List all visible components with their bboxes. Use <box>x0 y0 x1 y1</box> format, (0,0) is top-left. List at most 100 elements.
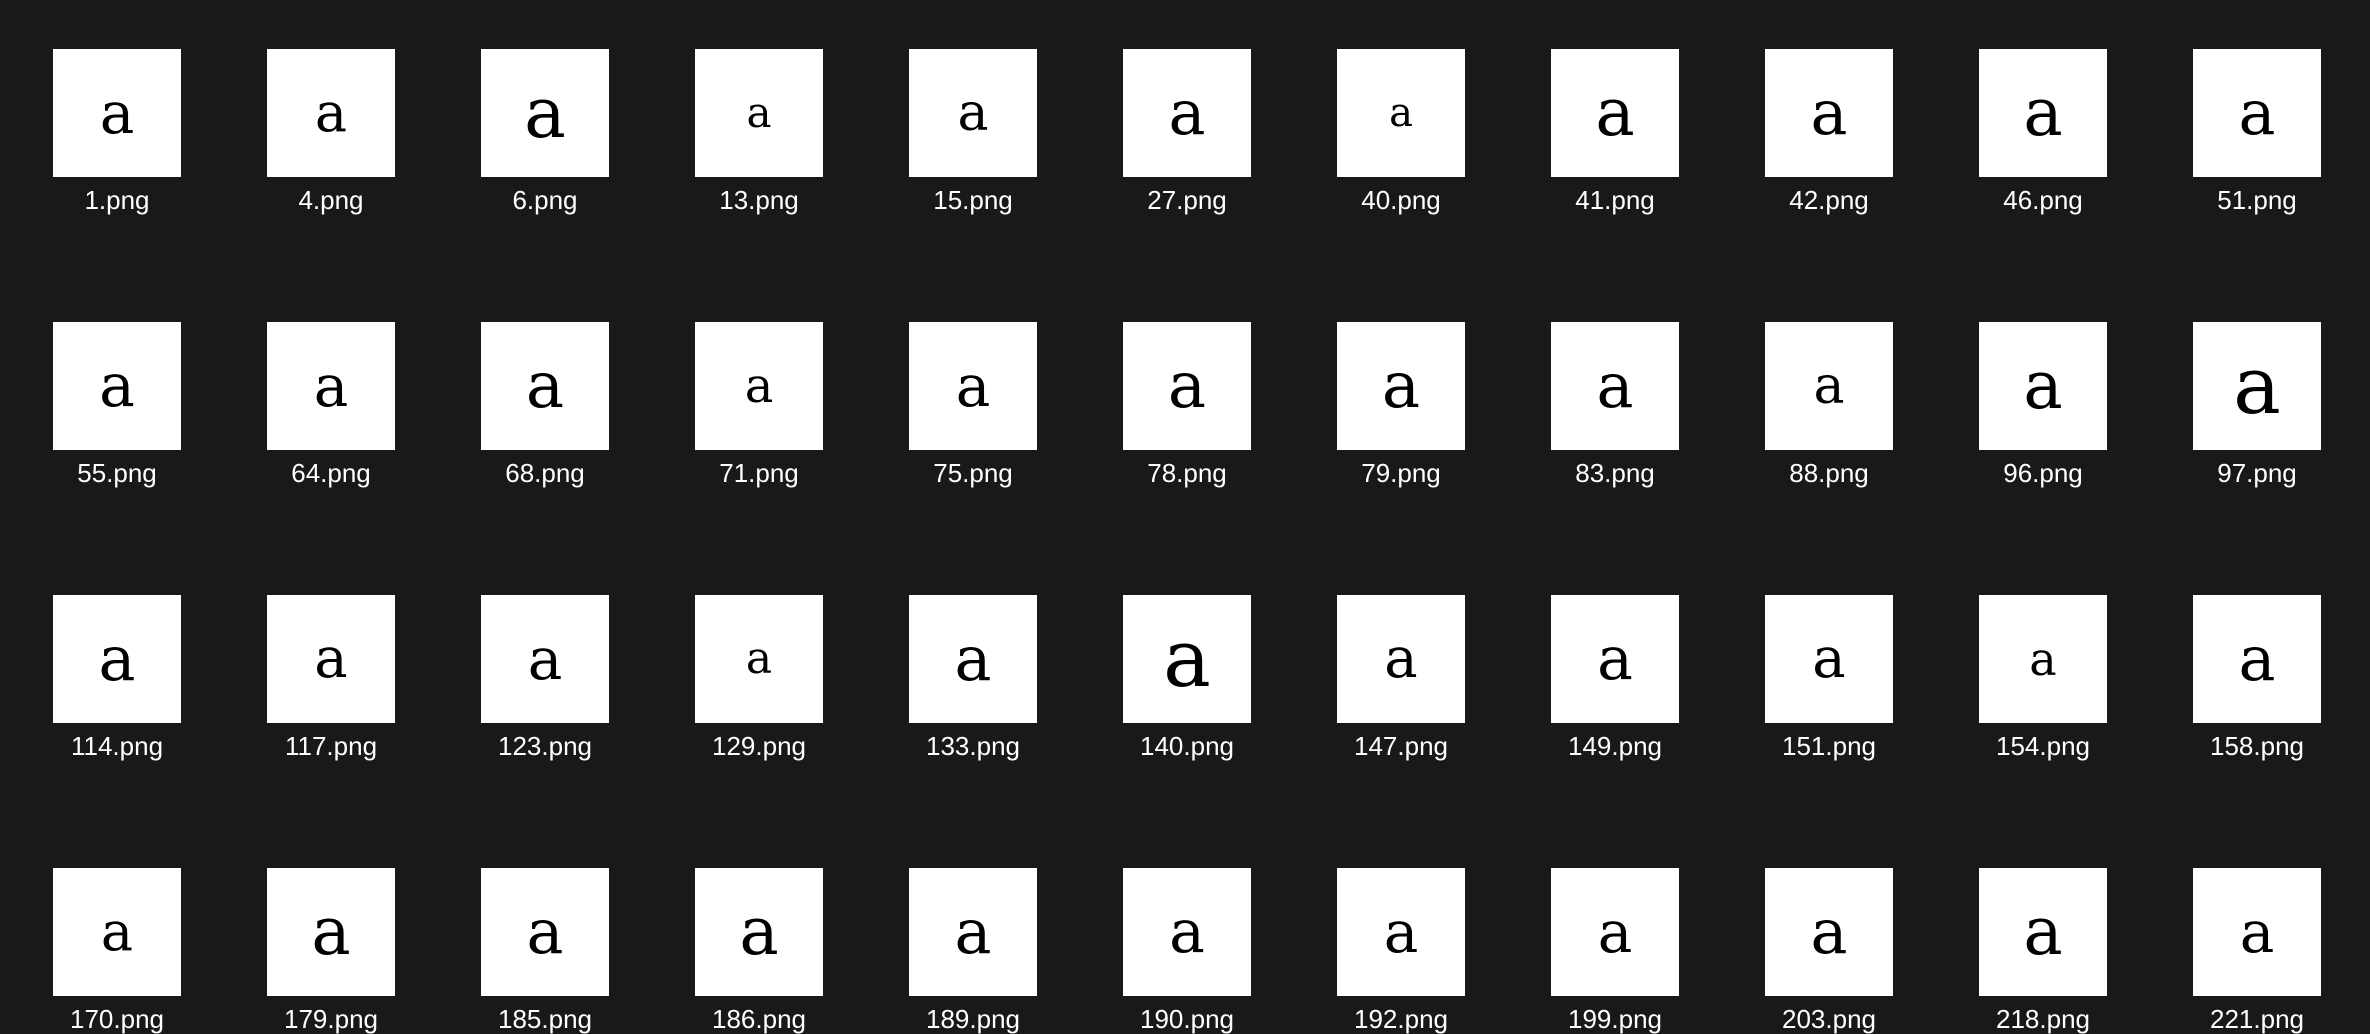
file-item[interactable]: a 154.png <box>1979 595 2107 761</box>
file-name-label: 158.png <box>2210 731 2304 761</box>
file-thumbnail[interactable]: a <box>1765 595 1893 723</box>
file-item[interactable]: a 75.png <box>909 322 1037 488</box>
file-thumbnail[interactable]: a <box>1551 868 1679 996</box>
file-thumbnail[interactable]: a <box>267 322 395 450</box>
file-item[interactable]: a 64.png <box>267 322 395 488</box>
file-item[interactable]: a 147.png <box>1337 595 1465 761</box>
file-item[interactable]: a 179.png <box>267 868 395 1034</box>
file-thumbnail[interactable]: a <box>909 49 1037 177</box>
file-thumbnail[interactable]: a <box>481 595 609 723</box>
file-item[interactable]: a 221.png <box>2193 868 2321 1034</box>
file-thumbnail[interactable]: a <box>909 868 1037 996</box>
file-thumbnail[interactable]: a <box>695 322 823 450</box>
file-thumbnail[interactable]: a <box>1123 322 1251 450</box>
file-thumbnail[interactable]: a <box>1551 322 1679 450</box>
file-item[interactable]: a 158.png <box>2193 595 2321 761</box>
file-item[interactable]: a 186.png <box>695 868 823 1034</box>
file-thumbnail[interactable]: a <box>481 49 609 177</box>
file-item[interactable]: a 190.png <box>1123 868 1251 1034</box>
file-thumbnail[interactable]: a <box>695 49 823 177</box>
file-thumbnail[interactable]: a <box>1765 322 1893 450</box>
file-name-label: 15.png <box>933 185 1013 215</box>
file-item[interactable]: a 203.png <box>1765 868 1893 1034</box>
file-thumbnail[interactable]: a <box>909 322 1037 450</box>
handwritten-letter-image: a <box>954 895 992 968</box>
file-thumbnail[interactable]: a <box>53 322 181 450</box>
file-name-label: 117.png <box>284 731 378 761</box>
file-thumbnail[interactable]: a <box>695 595 823 723</box>
file-thumbnail[interactable]: a <box>481 322 609 450</box>
file-thumbnail[interactable]: a <box>1551 595 1679 723</box>
file-item[interactable]: a 6.png <box>481 49 609 215</box>
file-item[interactable]: a 199.png <box>1551 868 1679 1034</box>
file-item[interactable]: a 96.png <box>1979 322 2107 488</box>
file-item[interactable]: a 40.png <box>1337 49 1465 215</box>
file-item[interactable]: a 4.png <box>267 49 395 215</box>
file-thumbnail[interactable]: a <box>267 49 395 177</box>
file-thumbnail[interactable]: a <box>1337 322 1465 450</box>
file-item[interactable]: a 71.png <box>695 322 823 488</box>
file-thumbnail[interactable]: a <box>1337 868 1465 996</box>
handwritten-letter-image: a <box>2239 898 2275 966</box>
file-item[interactable]: a 83.png <box>1551 322 1679 488</box>
file-thumbnail[interactable]: a <box>2193 49 2321 177</box>
file-thumbnail[interactable]: a <box>1765 868 1893 996</box>
file-item[interactable]: a 55.png <box>53 322 181 488</box>
file-item[interactable]: a 185.png <box>481 868 609 1034</box>
file-thumbnail[interactable]: a <box>53 868 181 996</box>
file-item[interactable]: a 189.png <box>909 868 1037 1034</box>
file-item[interactable]: a 170.png <box>53 868 181 1034</box>
file-thumbnail[interactable]: a <box>2193 322 2321 450</box>
file-name-label: 46.png <box>2003 185 2083 215</box>
file-item[interactable]: a 133.png <box>909 595 1037 761</box>
file-item[interactable]: a 88.png <box>1765 322 1893 488</box>
file-thumbnail[interactable]: a <box>267 595 395 723</box>
file-item[interactable]: a 13.png <box>695 49 823 215</box>
file-thumbnail[interactable]: a <box>53 595 181 723</box>
file-item[interactable]: a 123.png <box>481 595 609 761</box>
handwritten-letter-image: a <box>2029 632 2057 686</box>
file-item[interactable]: a 41.png <box>1551 49 1679 215</box>
file-thumbnail[interactable]: a <box>1765 49 1893 177</box>
file-item[interactable]: a 140.png <box>1123 595 1251 761</box>
file-thumbnail[interactable]: a <box>695 868 823 996</box>
file-thumbnail[interactable]: a <box>1979 322 2107 450</box>
file-name-label: 140.png <box>1140 731 1234 761</box>
file-thumbnail[interactable]: a <box>1337 49 1465 177</box>
file-item[interactable]: a 218.png <box>1979 868 2107 1034</box>
file-thumbnail[interactable]: a <box>2193 595 2321 723</box>
file-item[interactable]: a 1.png <box>53 49 181 215</box>
file-thumbnail[interactable]: a <box>1979 49 2107 177</box>
file-item[interactable]: a 79.png <box>1337 322 1465 488</box>
file-name-label: 51.png <box>2217 185 2297 215</box>
file-thumbnail[interactable]: a <box>1123 868 1251 996</box>
file-item[interactable]: a 117.png <box>267 595 395 761</box>
file-thumbnail[interactable]: a <box>1123 595 1251 723</box>
file-item[interactable]: a 27.png <box>1123 49 1251 215</box>
file-item[interactable]: a 192.png <box>1337 868 1465 1034</box>
file-item[interactable]: a 129.png <box>695 595 823 761</box>
file-thumbnail[interactable]: a <box>1551 49 1679 177</box>
file-item[interactable]: a 151.png <box>1765 595 1893 761</box>
file-item[interactable]: a 97.png <box>2193 322 2321 488</box>
file-item[interactable]: a 15.png <box>909 49 1037 215</box>
handwritten-letter-image: a <box>1597 624 1633 694</box>
file-thumbnail[interactable]: a <box>909 595 1037 723</box>
file-thumbnail[interactable]: a <box>1979 868 2107 996</box>
file-thumbnail[interactable]: a <box>1979 595 2107 723</box>
file-item[interactable]: a 114.png <box>53 595 181 761</box>
file-item[interactable]: a 149.png <box>1551 595 1679 761</box>
file-item[interactable]: a 42.png <box>1765 49 1893 215</box>
file-thumbnail[interactable]: a <box>2193 868 2321 996</box>
file-thumbnail[interactable]: a <box>1123 49 1251 177</box>
file-thumbnail[interactable]: a <box>481 868 609 996</box>
file-name-label: 42.png <box>1789 185 1869 215</box>
file-item[interactable]: a 78.png <box>1123 322 1251 488</box>
file-item[interactable]: a 51.png <box>2193 49 2321 215</box>
file-thumbnail[interactable]: a <box>53 49 181 177</box>
file-thumbnail[interactable]: a <box>1337 595 1465 723</box>
file-item[interactable]: a 46.png <box>1979 49 2107 215</box>
file-item[interactable]: a 68.png <box>481 322 609 488</box>
file-name-label: 186.png <box>712 1004 806 1034</box>
file-thumbnail[interactable]: a <box>267 868 395 996</box>
